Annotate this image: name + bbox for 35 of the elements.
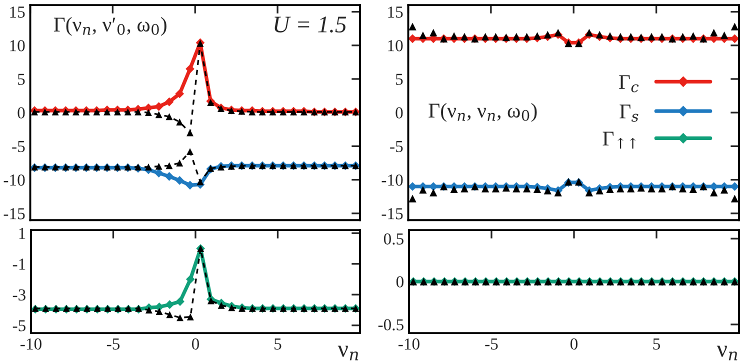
y-tick-label: 10	[10, 40, 25, 52]
y-tick-label: 0	[396, 276, 404, 288]
y-tick-label: 5	[18, 74, 25, 85]
y-tick-label: 0.5	[384, 233, 404, 245]
annotation: Γ(ν$_{n}$, ν$_{n}$, ω$_{0}$)	[428, 103, 537, 122]
y-tick-label: -15	[382, 208, 403, 220]
y-tick-label: 0	[18, 107, 25, 119]
y-tick-label: -5	[12, 141, 25, 152]
y-tick-label: -1	[12, 258, 26, 270]
annotation: Γ(ν$_{n}$, ν′$_{0}$, ω$_{0}$)	[54, 16, 166, 36]
legend-label: Γ$_{s}$	[620, 104, 638, 122]
y-tick-label: -10	[382, 174, 403, 186]
x-tick-label: 0	[192, 338, 200, 350]
legend-label: Γ$_{↑↑}$	[602, 132, 636, 149]
x-tick-label: 5	[653, 338, 660, 350]
x-axis-title: ν$_{n}$	[716, 346, 738, 360]
y-tick-label: -5	[12, 320, 26, 332]
y-tick-label: 15	[10, 6, 25, 18]
y-tick-label: 0	[396, 107, 403, 119]
y-tick-label: -3	[12, 289, 26, 301]
y-tick-label: 5	[396, 74, 403, 85]
y-tick-label: -0.5	[378, 319, 404, 330]
y-tick-label: -10	[4, 174, 25, 186]
y-tick-label: 15	[388, 6, 403, 18]
y-tick-label: 10	[388, 40, 403, 52]
x-tick-label: -5	[485, 338, 498, 350]
y-tick-label: -15	[4, 208, 25, 220]
x-tick-label: -5	[106, 338, 120, 350]
legend-label: Γ$_{c}$	[619, 75, 639, 92]
y-tick-label: -5	[390, 141, 403, 152]
annotation: U = 1.5	[274, 16, 346, 33]
y-tick-label: 1	[19, 228, 26, 239]
x-tick-label: 0	[570, 338, 578, 350]
x-axis-title: ν$_{n}$	[338, 346, 358, 360]
x-tick-label: 5	[274, 338, 282, 350]
